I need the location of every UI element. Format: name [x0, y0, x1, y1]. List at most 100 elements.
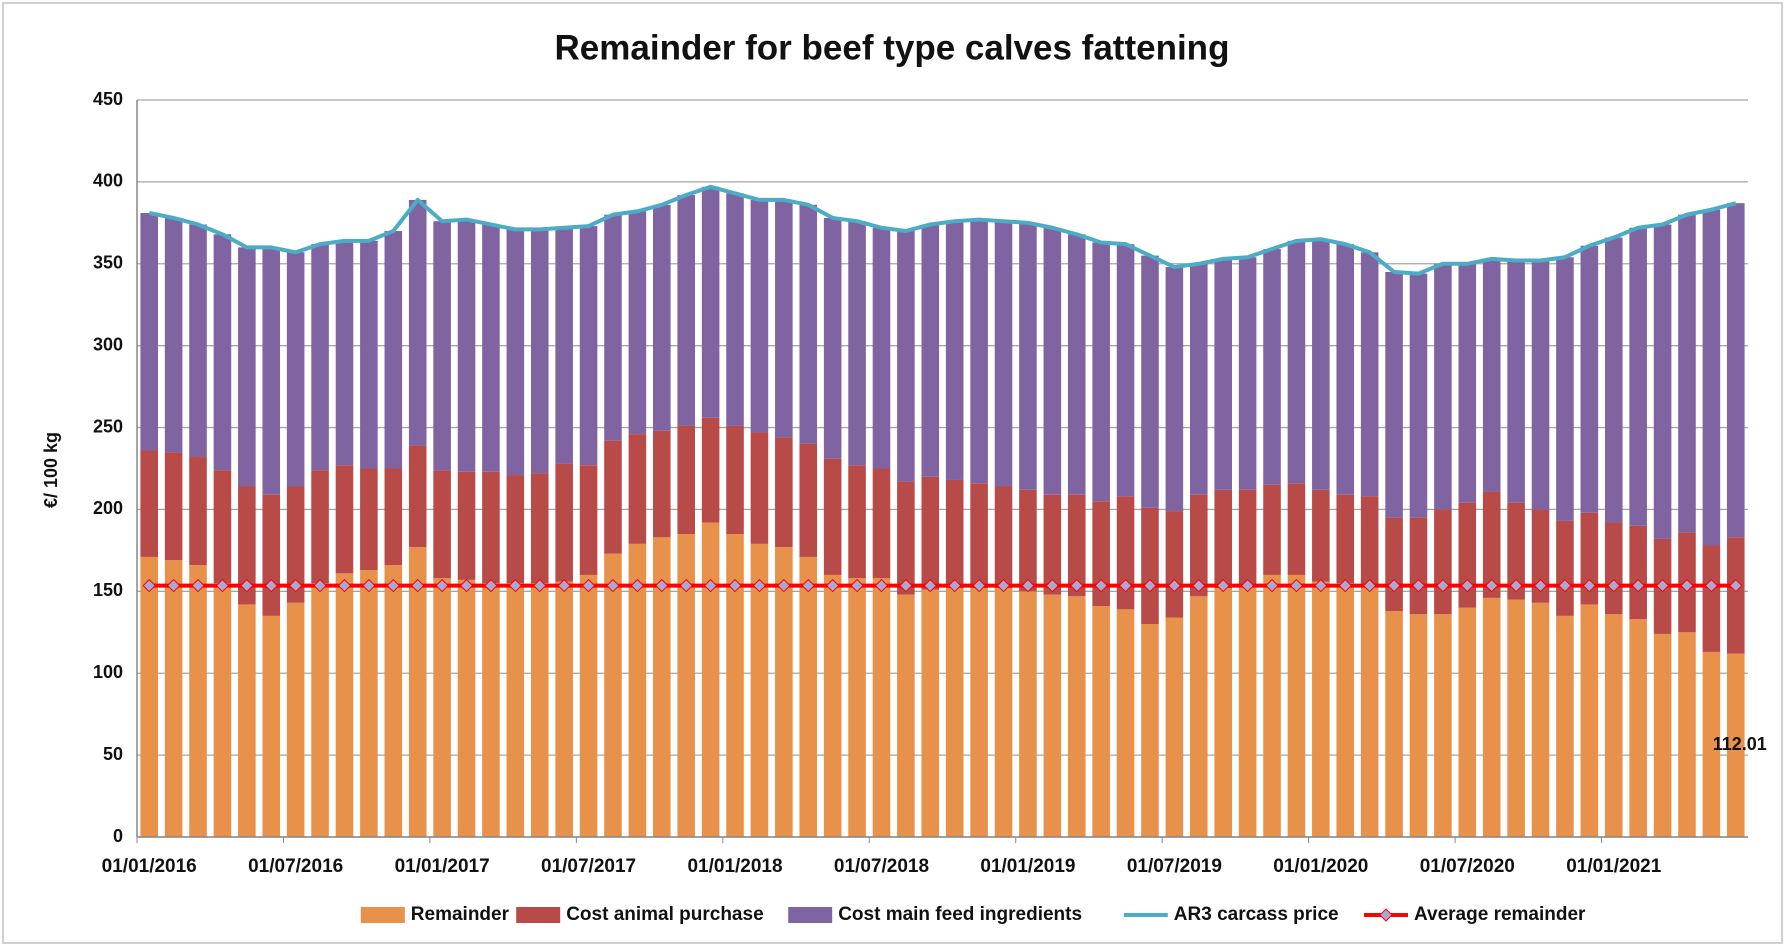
bar	[262, 494, 281, 616]
bar	[1336, 583, 1355, 837]
bar	[823, 217, 842, 459]
bar	[482, 471, 500, 584]
bar	[360, 240, 378, 469]
bar	[335, 465, 354, 574]
bar	[628, 211, 647, 435]
bar	[1312, 581, 1330, 837]
y-tick-label: 150	[93, 580, 123, 600]
bar	[1629, 227, 1647, 526]
line-marker	[362, 578, 376, 593]
bar	[1434, 614, 1452, 837]
legend-label: Cost animal purchase	[566, 904, 763, 925]
y-tick-label: 50	[103, 744, 123, 764]
line-marker	[801, 578, 815, 593]
bar	[701, 186, 720, 418]
bar	[360, 468, 378, 571]
y-tick-label: 200	[93, 498, 123, 518]
line-marker	[557, 578, 571, 593]
x-tick-label: 01/01/2017	[395, 856, 490, 877]
line-marker	[410, 578, 425, 593]
bar	[604, 214, 622, 441]
bar	[1141, 255, 1159, 508]
bar	[1458, 607, 1477, 837]
bar	[555, 581, 573, 837]
line-marker	[1509, 578, 1523, 593]
line-marker	[1484, 578, 1499, 593]
line-marker	[533, 578, 547, 593]
line-marker	[1607, 578, 1621, 593]
bar	[1653, 224, 1672, 539]
bar	[701, 522, 720, 837]
bar	[848, 465, 866, 579]
bar	[921, 476, 940, 590]
bar	[726, 193, 744, 426]
bar	[750, 543, 769, 837]
bar	[1116, 244, 1135, 497]
bar	[140, 450, 158, 557]
bar	[1092, 242, 1110, 502]
bar	[311, 583, 329, 837]
line-marker	[459, 578, 474, 593]
line-marker	[703, 578, 718, 593]
bar	[970, 219, 988, 484]
bar	[726, 534, 744, 837]
bar	[1531, 260, 1550, 510]
line-marker	[923, 578, 938, 593]
x-tick-label: 01/07/2016	[248, 856, 343, 877]
line-marker	[264, 578, 278, 593]
x-tick-label: 01/01/2020	[1273, 856, 1368, 877]
bar	[311, 470, 329, 584]
bar	[408, 445, 427, 548]
bar	[1190, 263, 1208, 495]
line-marker	[166, 578, 181, 593]
bar	[1678, 214, 1696, 533]
line-marker	[1680, 578, 1694, 593]
x-tick-label: 01/01/2016	[102, 856, 197, 877]
bar	[1458, 502, 1477, 608]
bar	[1409, 273, 1428, 518]
line-marker	[1265, 578, 1279, 593]
bar	[457, 579, 476, 837]
bar	[897, 594, 915, 837]
bar	[1580, 604, 1599, 837]
bar	[1531, 602, 1550, 837]
bar	[1067, 596, 1086, 837]
line-marker	[679, 578, 693, 593]
line-marker	[337, 578, 352, 593]
y-axis-label: €/ 100 kg	[41, 432, 61, 508]
bar	[1287, 240, 1306, 484]
line-marker	[1240, 578, 1255, 593]
bar	[1141, 624, 1159, 837]
bar	[164, 560, 183, 837]
bar	[1360, 586, 1379, 837]
bar	[1482, 258, 1501, 492]
x-tick-label: 01/01/2018	[687, 856, 782, 877]
bar	[897, 481, 915, 595]
bar	[799, 204, 818, 444]
x-tick-label: 01/07/2019	[1127, 856, 1222, 877]
bar	[604, 440, 622, 554]
bar	[945, 479, 964, 589]
bar	[457, 471, 476, 580]
bar	[1067, 494, 1086, 597]
bar	[433, 470, 451, 579]
bar	[848, 221, 866, 466]
bar	[238, 486, 256, 605]
bar	[994, 588, 1013, 837]
bar	[1019, 591, 1037, 837]
bar	[897, 231, 915, 482]
line-marker	[1143, 578, 1157, 593]
bar	[799, 443, 818, 557]
bar	[1165, 267, 1184, 512]
line-marker	[777, 578, 791, 593]
line-marker	[240, 578, 254, 593]
bar	[1263, 574, 1281, 837]
bar	[482, 583, 500, 837]
line-marker	[215, 578, 230, 593]
line-marker	[850, 578, 864, 593]
bar	[750, 199, 769, 433]
chart-title: Remainder for beef type calves fattening	[555, 28, 1230, 67]
bar	[677, 534, 695, 837]
bar	[1458, 263, 1477, 503]
line-marker	[1582, 578, 1597, 593]
